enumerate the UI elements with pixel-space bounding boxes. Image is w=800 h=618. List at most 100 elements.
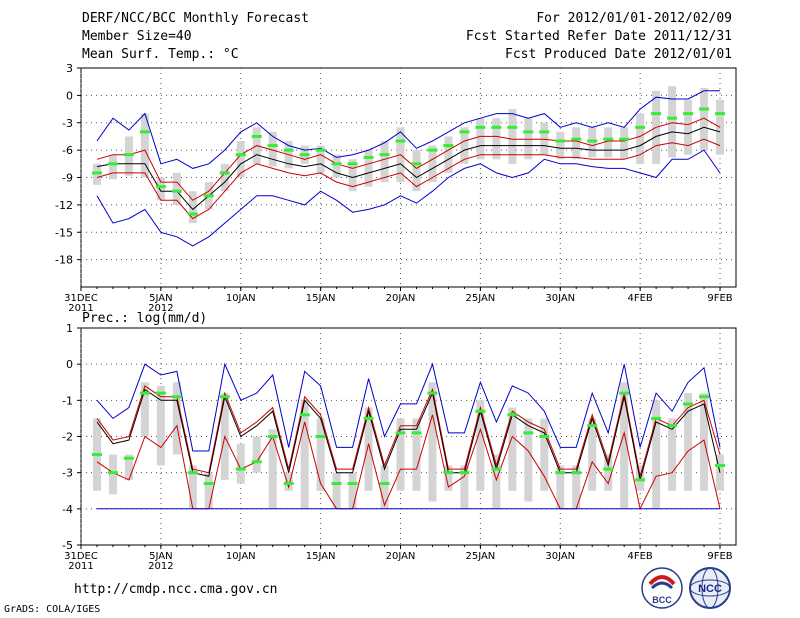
ncc-logo: NCC bbox=[689, 567, 731, 609]
x-tick-label: 5JAN bbox=[149, 551, 172, 562]
ensemble-box bbox=[332, 472, 341, 509]
y-tick-label: -15 bbox=[55, 226, 73, 239]
svg-text:NCC: NCC bbox=[698, 583, 722, 595]
ensemble-box bbox=[524, 418, 533, 502]
x-tick-label: 4FEB bbox=[627, 551, 652, 562]
x-tick-label: 9FEB bbox=[707, 293, 732, 304]
ensemble-box bbox=[172, 172, 181, 205]
ensemble-box bbox=[188, 465, 197, 509]
series-mean-spread bbox=[96, 138, 721, 220]
x-tick-label: 25JAN bbox=[465, 293, 495, 304]
x-tick-label: 15JAN bbox=[306, 551, 336, 562]
y-tick-label: -3 bbox=[62, 467, 73, 480]
ensemble-box bbox=[716, 99, 725, 155]
series-ensemble-max bbox=[96, 90, 720, 169]
ensemble-box bbox=[316, 418, 325, 491]
ensemble-box bbox=[412, 418, 421, 491]
ensemble-box bbox=[508, 109, 517, 164]
x-tick-label: 10JAN bbox=[226, 551, 256, 562]
ensemble-box bbox=[380, 465, 389, 509]
precip-title: Prec.: log(mm/d) bbox=[82, 311, 208, 326]
ensemble-box bbox=[476, 400, 485, 491]
x-tick-label: 4FEB bbox=[627, 293, 652, 304]
ensemble-box bbox=[652, 400, 661, 509]
variable-label: Mean Surf. Temp.: °C bbox=[82, 47, 239, 62]
y-tick-label: -18 bbox=[55, 254, 73, 267]
chart-title: DERF/NCC/BCC Monthly Forecast bbox=[82, 11, 309, 26]
y-tick-label: 0 bbox=[66, 89, 73, 102]
ensemble-box bbox=[684, 99, 693, 155]
ensemble-box bbox=[460, 465, 469, 509]
y-tick-label: 3 bbox=[66, 62, 73, 75]
ensemble-box bbox=[316, 145, 325, 173]
series-mean-spread bbox=[96, 385, 721, 477]
ensemble-box bbox=[428, 382, 437, 502]
x-tick-label: 15JAN bbox=[306, 293, 336, 304]
member-size: Member Size=40 bbox=[82, 29, 192, 44]
x-tick-label: 20JAN bbox=[386, 551, 416, 562]
ensemble-box bbox=[188, 191, 197, 224]
forecast-period: For 2012/01/01-2012/02/09 bbox=[536, 11, 732, 26]
ensemble-box bbox=[588, 418, 597, 491]
ensemble-box bbox=[412, 150, 421, 192]
ensemble-box bbox=[156, 177, 165, 201]
ensemble-box bbox=[108, 454, 117, 495]
ensemble-box bbox=[300, 400, 309, 509]
x-tick-label: 5JAN bbox=[149, 293, 172, 304]
ensemble-box bbox=[348, 159, 357, 192]
series-ensemble-max bbox=[96, 362, 721, 452]
y-tick-label: -4 bbox=[62, 503, 73, 516]
ensemble-box bbox=[668, 418, 677, 491]
series-ensemble-mean bbox=[96, 388, 721, 481]
y-tick-label: -2 bbox=[62, 431, 73, 444]
ensemble-box bbox=[204, 472, 213, 509]
ensemble-box bbox=[700, 88, 709, 151]
forecast-started: Fcst Started Refer Date 2011/12/31 bbox=[465, 29, 732, 44]
ensemble-box bbox=[636, 113, 645, 164]
ensemble-box bbox=[604, 127, 613, 158]
footer-credit: GrADS: COLA/IGES bbox=[4, 604, 101, 615]
forecast-produced: Fcst Produced Date 2012/01/01 bbox=[505, 47, 732, 62]
x-tick-label: 25JAN bbox=[465, 551, 495, 562]
ensemble-box bbox=[284, 472, 293, 491]
x-tick-sublabel: 2012 bbox=[148, 303, 173, 314]
x-tick-label: 9FEB bbox=[707, 551, 732, 562]
y-tick-label: -3 bbox=[62, 117, 73, 130]
x-tick-sublabel: 2012 bbox=[148, 561, 173, 572]
ensemble-box bbox=[220, 163, 229, 192]
ensemble-box bbox=[444, 465, 453, 491]
footer-url[interactable]: http://cmdp.ncc.cma.gov.cn bbox=[74, 582, 278, 597]
ensemble-box bbox=[572, 127, 581, 160]
y-tick-label: -1 bbox=[62, 394, 73, 407]
x-tick-label: 20JAN bbox=[386, 293, 416, 304]
bcc-logo: BCC bbox=[641, 567, 683, 609]
ensemble-box bbox=[572, 465, 581, 509]
x-tick-sublabel: 2011 bbox=[68, 303, 93, 314]
ensemble-box bbox=[556, 131, 565, 160]
ensemble-box bbox=[236, 141, 245, 178]
ensemble-box bbox=[684, 393, 693, 491]
ensemble-box bbox=[140, 382, 149, 437]
svg-text:BCC: BCC bbox=[652, 595, 672, 605]
series-mean-spread bbox=[96, 117, 721, 201]
ensemble-box bbox=[492, 118, 501, 160]
ensemble-box bbox=[124, 454, 133, 480]
ensemble-box bbox=[508, 407, 517, 491]
x-tick-sublabel: 2011 bbox=[68, 561, 93, 572]
ensemble-box bbox=[268, 429, 277, 509]
y-tick-label: -9 bbox=[62, 172, 73, 185]
ensemble-box bbox=[668, 86, 677, 158]
y-tick-label: 1 bbox=[66, 322, 73, 335]
y-tick-label: 0 bbox=[66, 358, 73, 371]
x-tick-label: 31DEC bbox=[64, 293, 98, 304]
ensemble-box bbox=[604, 454, 613, 491]
x-tick-label: 31DEC bbox=[64, 551, 98, 562]
ensemble-box bbox=[492, 454, 501, 509]
ensemble-box bbox=[364, 407, 373, 491]
ensemble-box bbox=[476, 118, 485, 160]
ensemble-box bbox=[364, 150, 373, 187]
series-ensemble-min bbox=[96, 149, 721, 247]
ensemble-box bbox=[108, 154, 117, 180]
